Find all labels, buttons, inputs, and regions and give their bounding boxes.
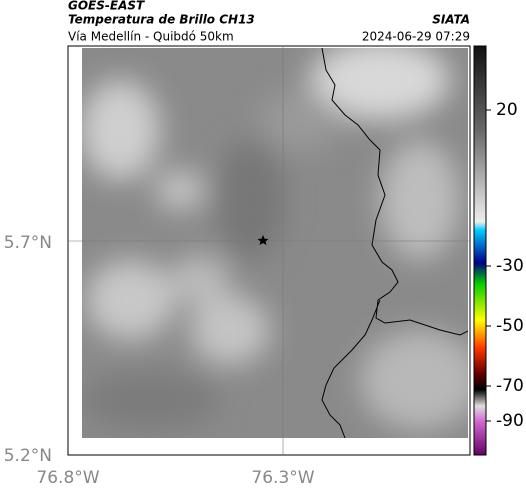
lat-label: 5.2°N: [4, 446, 52, 466]
colorbar-label: -50: [496, 316, 524, 336]
source: SIATA: [432, 13, 470, 27]
lat-label: 5.7°N: [4, 233, 52, 253]
route: Vía Medellín - Quibdó 50km: [68, 30, 234, 44]
product: Temperatura de Brillo CH13: [68, 13, 255, 27]
lon-label: 76.3°W: [251, 468, 314, 488]
satellite: GOES-EAST: [68, 0, 145, 13]
timestamp: 2024-06-29 07:29: [362, 30, 470, 44]
colorbar-label: 20: [496, 100, 518, 120]
colorbar: [473, 45, 487, 456]
colorbar-label: -30: [496, 256, 524, 276]
location-marker: [257, 235, 269, 245]
map-image: [82, 48, 468, 438]
lon-label: 76.8°W: [36, 468, 99, 488]
colorbar-label: -70: [496, 376, 524, 396]
colorbar-label: -90: [496, 411, 524, 431]
